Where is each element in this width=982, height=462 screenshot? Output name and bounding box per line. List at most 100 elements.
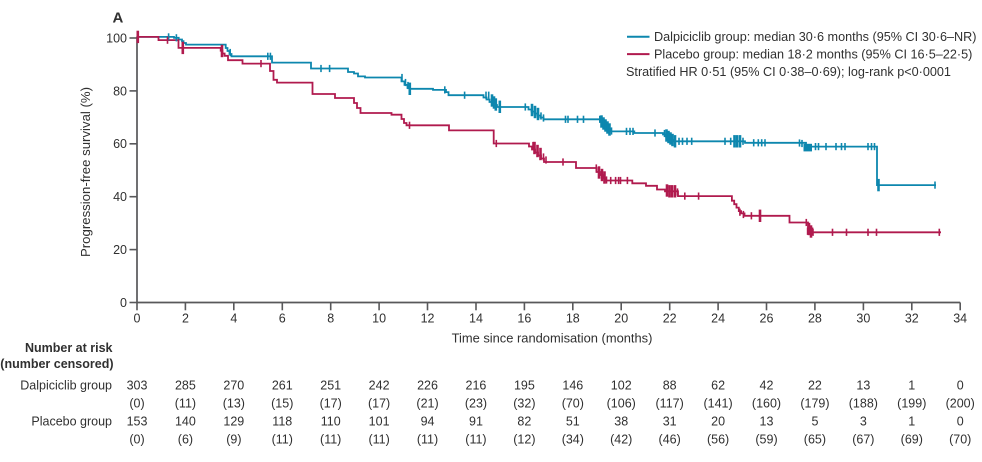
svg-text:(0): (0)	[129, 433, 144, 447]
svg-text:80: 80	[113, 84, 127, 98]
svg-text:261: 261	[272, 379, 293, 393]
svg-text:(11): (11)	[368, 433, 389, 447]
svg-text:Placebo group: Placebo group	[31, 415, 112, 429]
svg-text:(9): (9)	[226, 433, 241, 447]
svg-text:20: 20	[614, 312, 628, 326]
svg-text:1: 1	[908, 415, 915, 429]
svg-text:(11): (11)	[320, 433, 341, 447]
svg-text:14: 14	[469, 312, 483, 326]
svg-text:Dalpiciclib group: median 30·6: Dalpiciclib group: median 30·6 months (9…	[654, 30, 977, 44]
svg-text:(67): (67)	[852, 433, 874, 447]
svg-text:0: 0	[957, 379, 964, 393]
svg-text:91: 91	[469, 415, 483, 429]
svg-text:(21): (21)	[416, 397, 438, 411]
svg-text:118: 118	[272, 415, 292, 429]
svg-text:(117): (117)	[656, 397, 684, 411]
svg-text:34: 34	[953, 312, 967, 326]
svg-text:0: 0	[120, 296, 127, 310]
svg-text:(199): (199)	[897, 397, 926, 411]
svg-text:195: 195	[514, 379, 535, 393]
svg-text:216: 216	[466, 379, 487, 393]
svg-text:28: 28	[808, 312, 822, 326]
svg-text:(200): (200)	[946, 397, 975, 411]
svg-text:101: 101	[369, 415, 390, 429]
svg-text:5: 5	[811, 415, 818, 429]
svg-text:(179): (179)	[800, 397, 829, 411]
svg-text:(17): (17)	[320, 397, 342, 411]
svg-text:(number censored): (number censored)	[0, 357, 113, 371]
svg-text:Stratified HR 0·51 (95% CI 0·3: Stratified HR 0·51 (95% CI 0·38–0·69); l…	[626, 65, 951, 79]
svg-text:(0): (0)	[129, 397, 144, 411]
svg-text:(12): (12)	[513, 433, 535, 447]
svg-text:(69): (69)	[901, 433, 923, 447]
svg-text:94: 94	[421, 415, 435, 429]
svg-text:42: 42	[760, 379, 774, 393]
svg-text:(32): (32)	[513, 397, 535, 411]
svg-text:140: 140	[175, 415, 196, 429]
svg-text:88: 88	[663, 379, 677, 393]
svg-text:226: 226	[417, 379, 438, 393]
svg-text:4: 4	[230, 312, 237, 326]
svg-text:(188): (188)	[849, 397, 878, 411]
svg-text:82: 82	[517, 415, 531, 429]
svg-text:(11): (11)	[272, 433, 293, 447]
svg-text:(56): (56)	[707, 433, 729, 447]
svg-text:Number at risk: Number at risk	[25, 341, 113, 355]
svg-text:270: 270	[223, 379, 244, 393]
svg-text:20: 20	[711, 415, 725, 429]
svg-text:(46): (46)	[659, 433, 681, 447]
svg-text:30: 30	[856, 312, 870, 326]
svg-text:20: 20	[113, 243, 127, 257]
svg-text:(11): (11)	[417, 433, 438, 447]
svg-text:8: 8	[327, 312, 334, 326]
svg-text:18: 18	[566, 312, 580, 326]
svg-text:(6): (6)	[178, 433, 193, 447]
svg-text:(13): (13)	[223, 397, 245, 411]
svg-text:(65): (65)	[804, 433, 826, 447]
svg-text:Time since randomisation (mont: Time since randomisation (months)	[452, 331, 653, 346]
svg-text:Dalpiciclib group: Dalpiciclib group	[20, 379, 112, 393]
svg-text:13: 13	[760, 415, 774, 429]
svg-text:(70): (70)	[562, 397, 584, 411]
svg-text:0: 0	[957, 415, 964, 429]
svg-text:2: 2	[182, 312, 189, 326]
svg-text:24: 24	[711, 312, 725, 326]
svg-text:303: 303	[127, 379, 148, 393]
svg-text:0: 0	[134, 312, 141, 326]
svg-text:146: 146	[562, 379, 583, 393]
svg-text:A: A	[113, 10, 124, 27]
svg-text:110: 110	[321, 415, 341, 429]
svg-text:12: 12	[421, 312, 435, 326]
svg-text:Placebo group: median 18·2 mon: Placebo group: median 18·2 months (95% C…	[654, 48, 972, 62]
svg-text:102: 102	[611, 379, 632, 393]
svg-text:(17): (17)	[368, 397, 390, 411]
svg-text:(42): (42)	[610, 433, 632, 447]
svg-text:38: 38	[614, 415, 628, 429]
svg-text:(11): (11)	[175, 397, 196, 411]
svg-text:60: 60	[113, 137, 127, 151]
svg-text:40: 40	[113, 190, 127, 204]
svg-text:22: 22	[808, 379, 822, 393]
svg-text:10: 10	[372, 312, 386, 326]
svg-text:3: 3	[860, 415, 867, 429]
svg-text:285: 285	[175, 379, 196, 393]
svg-text:(23): (23)	[465, 397, 487, 411]
svg-text:(11): (11)	[465, 433, 486, 447]
svg-text:153: 153	[127, 415, 148, 429]
svg-text:26: 26	[760, 312, 774, 326]
svg-text:(160): (160)	[752, 397, 781, 411]
svg-text:51: 51	[566, 415, 580, 429]
svg-text:(34): (34)	[562, 433, 584, 447]
svg-text:22: 22	[663, 312, 677, 326]
svg-text:16: 16	[517, 312, 531, 326]
svg-text:(70): (70)	[949, 433, 971, 447]
svg-text:251: 251	[320, 379, 341, 393]
svg-text:242: 242	[369, 379, 390, 393]
svg-text:(15): (15)	[271, 397, 293, 411]
svg-text:100: 100	[106, 31, 127, 45]
svg-text:13: 13	[856, 379, 870, 393]
svg-text:129: 129	[223, 415, 244, 429]
svg-text:(59): (59)	[755, 433, 777, 447]
svg-text:1: 1	[908, 379, 915, 393]
svg-text:(141): (141)	[703, 397, 732, 411]
